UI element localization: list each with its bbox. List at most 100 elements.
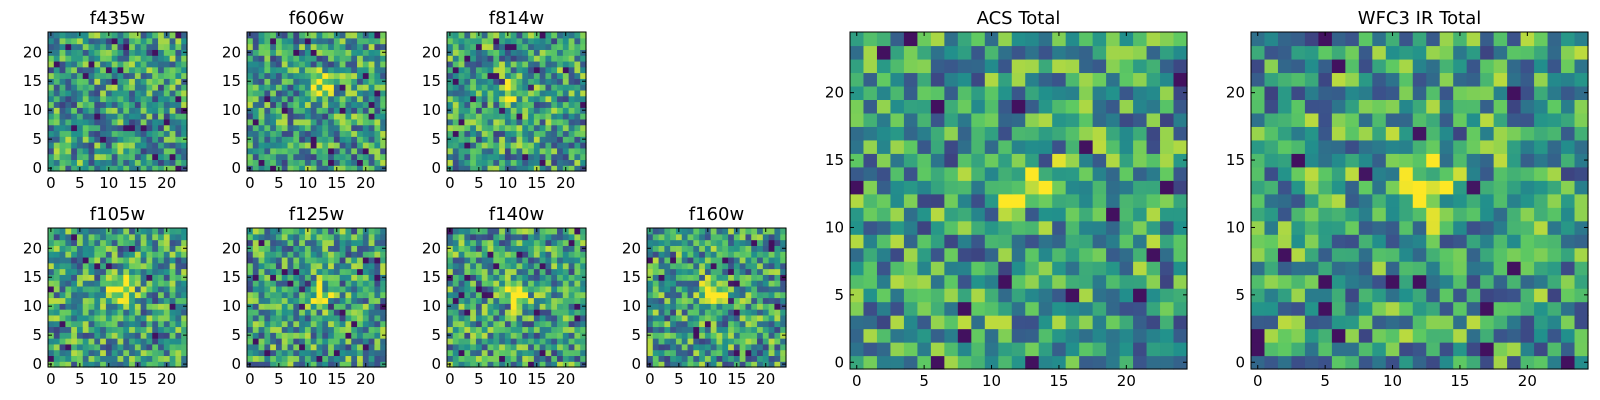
f140w-cell <box>533 256 541 264</box>
f606w-cell <box>310 130 318 137</box>
f814w-cell <box>539 118 547 126</box>
f814w-cell <box>539 60 547 68</box>
f140w-cell <box>516 291 523 299</box>
f814w-cell <box>528 84 535 91</box>
f125w-cell <box>380 268 387 275</box>
f814w-cell <box>516 72 523 79</box>
f140w-cell <box>475 239 483 246</box>
acs-total-cell <box>1065 274 1080 289</box>
f140w-cell <box>522 228 529 235</box>
f814w-cell <box>464 95 471 103</box>
f160w-cell <box>774 338 781 345</box>
f105w-cell <box>100 297 107 304</box>
f140w-cell <box>557 256 564 264</box>
f105w-cell <box>140 233 148 241</box>
f435w-cell <box>181 37 188 45</box>
f435w-cell <box>71 136 78 143</box>
f435w-cell <box>94 95 101 103</box>
acs-total-cell <box>1065 261 1080 276</box>
f814w-cell <box>574 147 581 155</box>
f160w-cell <box>693 274 700 281</box>
f125w-cell <box>264 309 271 316</box>
f160w-cell <box>751 297 758 304</box>
f606w-cell <box>293 43 300 50</box>
f160w-cell <box>728 361 735 368</box>
f814w-cell <box>522 113 529 120</box>
f105w-cell <box>134 256 142 264</box>
f105w-cell <box>129 228 136 235</box>
f105w-cell <box>175 338 182 345</box>
f435w-cell <box>158 89 165 97</box>
f140w-cell <box>458 291 465 299</box>
f814w-cell <box>545 142 552 149</box>
f814w-cell <box>580 60 587 68</box>
f160w-cell <box>675 233 683 241</box>
acs-total-cell <box>984 342 999 357</box>
acs-total-cell <box>1025 355 1040 370</box>
f160w-cell <box>652 285 660 293</box>
f435w-cell <box>100 43 107 50</box>
f435w-cell <box>140 130 148 137</box>
f125w-cell <box>304 355 312 362</box>
wfc3-ir-total-cell <box>1507 355 1522 370</box>
acs-total-cell <box>917 301 932 316</box>
f606w-cell <box>345 84 352 91</box>
acs-total-cell <box>944 328 959 343</box>
f160w-cell <box>704 251 712 258</box>
f606w-cell <box>293 113 300 120</box>
f814w-cell <box>574 32 581 39</box>
f140w-cell <box>551 268 558 275</box>
f814w-cell <box>580 142 587 149</box>
f140w-cell <box>475 245 483 252</box>
f105w-cell <box>65 268 72 275</box>
f125w-cell <box>316 355 323 362</box>
f606w-cell <box>316 78 323 85</box>
f125w-cell <box>339 239 347 246</box>
f435w-cell <box>140 118 148 126</box>
f105w-cell <box>146 251 153 258</box>
f105w-cell <box>59 349 66 357</box>
acs-total-cell <box>998 234 1013 249</box>
f606w-cell <box>328 113 335 120</box>
f160w-cell <box>675 285 683 293</box>
f814w-cell <box>487 107 494 114</box>
f125w-cell <box>281 309 289 316</box>
acs-total-cell <box>1119 328 1134 343</box>
f814w-cell <box>493 118 500 126</box>
f105w-cell <box>76 280 84 287</box>
f125w-cell <box>362 343 370 351</box>
f140w-cell <box>551 239 558 246</box>
f140w-cell <box>464 309 471 316</box>
f814w-cell <box>516 130 523 137</box>
f814w-cell <box>539 49 547 56</box>
acs-total-cell <box>1025 72 1040 87</box>
f140w-cell <box>493 361 500 368</box>
f140w-cell <box>516 303 523 310</box>
f105w-cell <box>146 245 153 252</box>
f140w-cell <box>539 262 547 270</box>
acs-total-cell <box>890 288 905 303</box>
f814w-cell <box>470 107 477 114</box>
f160w-cell <box>647 338 654 345</box>
acs-total-cell <box>1146 112 1161 127</box>
f125w-cell <box>310 297 318 304</box>
f160w-cell <box>704 355 712 362</box>
acs-total-cell <box>917 288 932 303</box>
f435w-cell <box>123 124 130 132</box>
f125w-cell <box>293 338 300 345</box>
f105w-cell <box>100 343 107 351</box>
f125w-cell <box>252 303 260 310</box>
f140w-cell <box>452 228 460 235</box>
f105w-cell <box>140 297 148 304</box>
f814w-cell <box>464 159 471 166</box>
f125w-cell <box>293 343 300 351</box>
f140w-cell <box>574 233 581 241</box>
f606w-cell <box>252 55 260 62</box>
f160w-cell <box>658 297 665 304</box>
f125w-cell <box>374 320 381 328</box>
acs-total-cell <box>1065 207 1080 222</box>
f606w-cell <box>380 142 387 149</box>
f160w-cell <box>699 228 706 235</box>
f140w-cell <box>447 268 454 275</box>
f814w-cell <box>574 95 581 103</box>
